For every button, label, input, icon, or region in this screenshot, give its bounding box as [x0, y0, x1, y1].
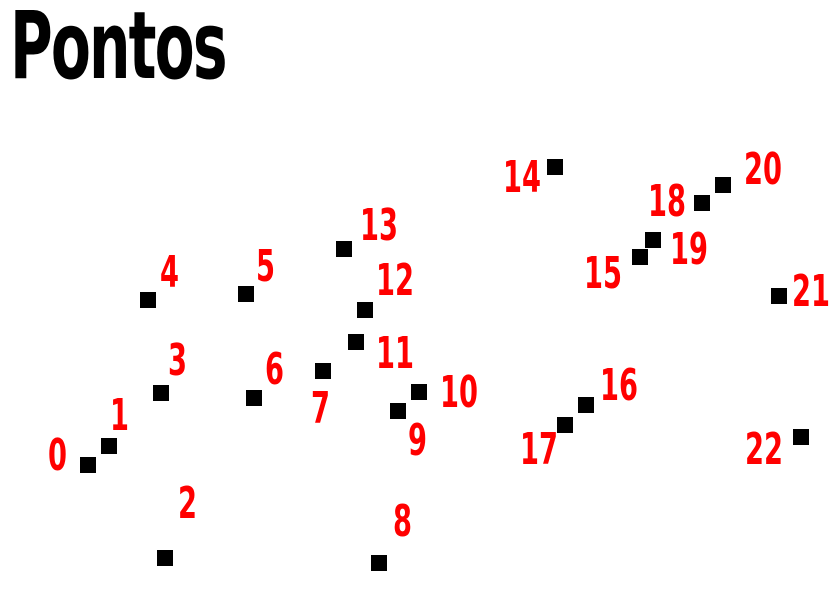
point-marker-0: [80, 457, 96, 473]
point-marker-8: [371, 555, 387, 571]
point-label-5: 5: [256, 241, 275, 292]
point-label-22: 22: [745, 424, 783, 475]
point-marker-3: [153, 385, 169, 401]
point-marker-9: [390, 403, 406, 419]
point-label-20: 20: [744, 144, 782, 195]
point-label-15: 15: [584, 248, 622, 299]
point-marker-15: [632, 249, 648, 265]
point-marker-2: [157, 550, 173, 566]
point-marker-11: [348, 334, 364, 350]
point-label-2: 2: [178, 478, 197, 529]
point-marker-22: [793, 429, 809, 445]
point-label-16: 16: [600, 360, 638, 411]
point-label-4: 4: [160, 247, 179, 298]
point-marker-6: [246, 390, 262, 406]
point-label-3: 3: [168, 335, 187, 386]
point-marker-13: [336, 241, 352, 257]
point-label-11: 11: [376, 328, 414, 379]
point-label-19: 19: [670, 224, 708, 275]
point-label-17: 17: [520, 424, 558, 475]
point-marker-1: [101, 438, 117, 454]
point-marker-4: [140, 292, 156, 308]
point-marker-17: [557, 417, 573, 433]
point-marker-21: [771, 288, 787, 304]
point-marker-5: [238, 286, 254, 302]
point-label-14: 14: [503, 152, 541, 203]
point-label-0: 0: [48, 430, 67, 481]
point-marker-19: [645, 232, 661, 248]
point-label-7: 7: [311, 383, 330, 434]
page-title: Pontos: [10, 0, 228, 101]
point-label-8: 8: [393, 496, 412, 547]
point-marker-16: [578, 397, 594, 413]
point-marker-12: [357, 302, 373, 318]
point-label-21: 21: [792, 266, 830, 317]
point-label-13: 13: [360, 200, 398, 251]
point-label-18: 18: [648, 176, 686, 227]
point-marker-14: [547, 159, 563, 175]
point-label-10: 10: [440, 367, 478, 418]
point-label-9: 9: [408, 415, 427, 466]
point-marker-20: [715, 177, 731, 193]
point-marker-7: [315, 363, 331, 379]
point-label-1: 1: [110, 390, 129, 441]
point-label-6: 6: [265, 344, 284, 395]
point-marker-18: [694, 195, 710, 211]
point-marker-10: [411, 384, 427, 400]
point-label-12: 12: [376, 255, 414, 306]
